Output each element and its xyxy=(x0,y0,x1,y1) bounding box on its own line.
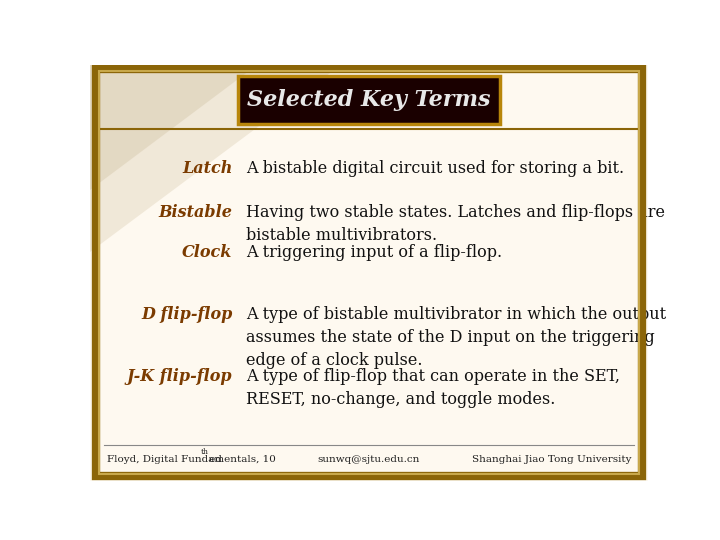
Text: Bistable: Bistable xyxy=(158,204,233,221)
Text: A bistable digital circuit used for storing a bit.: A bistable digital circuit used for stor… xyxy=(246,160,624,178)
Text: Floyd, Digital Fundamentals, 10: Floyd, Digital Fundamentals, 10 xyxy=(107,455,276,464)
Text: A triggering input of a flip-flop.: A triggering input of a flip-flop. xyxy=(246,244,503,261)
Text: D flip-flop: D flip-flop xyxy=(141,306,233,323)
Text: J-K flip-flop: J-K flip-flop xyxy=(127,368,233,386)
Text: Selected Key Terms: Selected Key Terms xyxy=(247,89,491,111)
Text: sunwq@sjtu.edu.cn: sunwq@sjtu.edu.cn xyxy=(318,455,420,464)
Text: ed: ed xyxy=(206,455,222,464)
Polygon shape xyxy=(90,65,341,252)
Bar xyxy=(238,76,500,124)
Text: Latch: Latch xyxy=(182,160,233,178)
Text: Having two stable states. Latches and flip-flops are
bistable multivibrators.: Having two stable states. Latches and fl… xyxy=(246,204,665,244)
Text: th: th xyxy=(200,448,209,456)
Text: Clock: Clock xyxy=(182,244,233,261)
Polygon shape xyxy=(90,65,258,190)
Text: Shanghai Jiao Tong University: Shanghai Jiao Tong University xyxy=(472,455,631,464)
Text: A type of flip-flop that can operate in the SET,
RESET, no-change, and toggle mo: A type of flip-flop that can operate in … xyxy=(246,368,620,408)
Text: A type of bistable multivibrator in which the output
assumes the state of the D : A type of bistable multivibrator in whic… xyxy=(246,306,667,369)
